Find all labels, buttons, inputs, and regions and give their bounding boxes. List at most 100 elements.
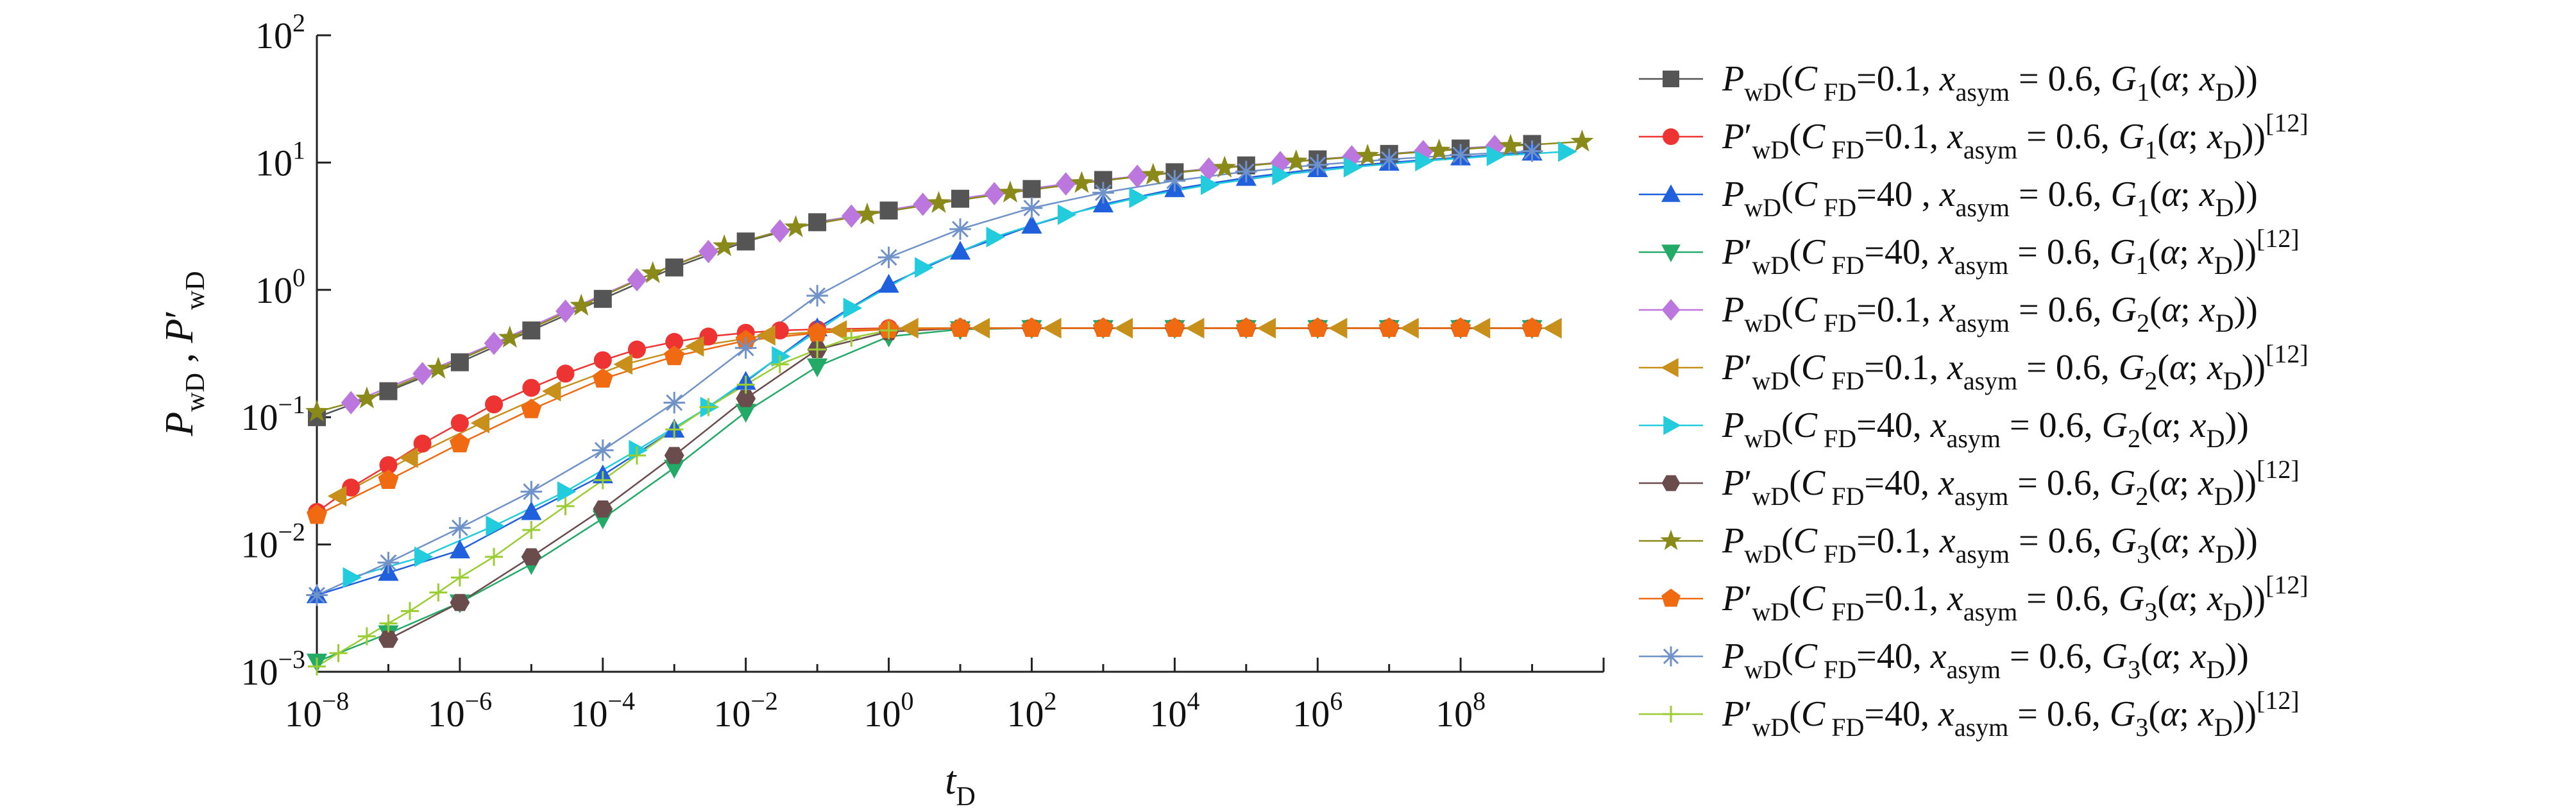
legend: PwD(C FD=0.1, xasym = 0.6, G1(α; xD))P′w… (1639, 59, 2309, 742)
x-tick-label: 102 (1006, 687, 1056, 735)
data-point (593, 289, 612, 308)
data-point (591, 439, 614, 461)
data-point (1471, 318, 1491, 339)
data-point (1484, 134, 1505, 158)
data-point (843, 298, 863, 319)
data-point (986, 226, 1005, 248)
legend-swatch-marker (1661, 358, 1679, 377)
data-point (379, 614, 398, 633)
y-tick-label: 10−1 (241, 390, 305, 438)
data-point (450, 353, 469, 371)
data-point (450, 593, 470, 611)
data-point (879, 321, 898, 340)
series-line-2 (316, 327, 1532, 513)
data-point (1307, 317, 1328, 337)
data-point (627, 340, 646, 359)
data-point (1378, 148, 1400, 171)
legend-label: PwD(C FD=0.1, xasym = 0.6, G1(α; xD)) (1722, 59, 2258, 107)
data-point (592, 368, 613, 388)
series-line-1 (316, 143, 1532, 418)
legend-swatch-marker (1661, 184, 1681, 202)
data-point (485, 547, 504, 566)
data-point (913, 192, 933, 216)
data-point (899, 318, 919, 339)
legend-label: P′wD(C FD=40, xasym = 0.6, G2(α; xD))[12… (1722, 455, 2300, 511)
data-point (984, 182, 1004, 206)
data-point (877, 246, 900, 268)
x-tick-label: 108 (1436, 687, 1486, 735)
data-point (412, 362, 433, 386)
data-point (450, 568, 469, 587)
legend-item-2: P′wD(C FD=0.1, xasym = 0.6, G1(α; xD))[1… (1639, 108, 2309, 164)
data-point (879, 201, 898, 220)
data-point (1042, 318, 1062, 339)
data-point (664, 447, 684, 465)
data-point (449, 539, 470, 559)
legend-swatch-marker (1661, 475, 1681, 491)
data-point (827, 320, 847, 341)
legend-label: P′wD(C FD=0.1, xasym = 0.6, G2(α; xD))[1… (1722, 339, 2309, 395)
data-point (522, 321, 541, 340)
data-point (772, 346, 791, 367)
data-point (1164, 317, 1185, 337)
data-point (1341, 145, 1362, 169)
data-point (329, 644, 348, 663)
legend-label: PwD(C FD=0.1, xasym = 0.6, G3(α; xD)) (1722, 521, 2258, 568)
data-point (486, 515, 505, 536)
legend-item-9: PwD(C FD=0.1, xasym = 0.6, G3(α; xD)) (1639, 521, 2258, 568)
data-point (305, 400, 328, 422)
data-point (842, 329, 861, 347)
x-axis-label: tD (945, 759, 976, 811)
data-point (735, 404, 756, 423)
data-point (593, 351, 612, 370)
legend-label: P′wD(C FD=0.1, xasym = 0.6, G1(α; xD))[1… (1722, 108, 2309, 164)
data-point (449, 432, 470, 452)
data-point (341, 391, 361, 414)
data-point (1257, 318, 1276, 339)
data-point (327, 486, 347, 507)
data-point (1213, 155, 1237, 178)
data-point (522, 520, 541, 539)
data-point (1570, 129, 1594, 152)
data-point (379, 456, 398, 474)
data-point (949, 218, 971, 240)
y-axis-label: PwD , P′wD (158, 271, 210, 436)
legend-swatch-marker (1663, 128, 1679, 145)
data-point (593, 500, 613, 518)
data-point (413, 434, 432, 453)
legend-swatch-marker (1663, 706, 1679, 722)
x-tick-label: 10−6 (428, 687, 493, 735)
data-point (736, 232, 755, 251)
legend-swatch-marker (1661, 299, 1681, 321)
data-point (427, 356, 450, 379)
data-point (808, 213, 827, 232)
data-point (342, 478, 360, 497)
data-point (770, 219, 790, 243)
data-point (1415, 150, 1434, 171)
legend-label: P′wD(C FD=0.1, xasym = 0.6, G3(α; xD))[1… (1722, 570, 2309, 626)
data-point (1328, 318, 1348, 339)
data-point (485, 395, 504, 414)
data-point (915, 257, 934, 278)
data-point (1235, 317, 1257, 337)
data-point (1185, 318, 1205, 339)
data-point (1427, 139, 1451, 161)
data-point (970, 318, 990, 339)
data-point (878, 273, 899, 293)
data-point (379, 382, 398, 400)
data-point (950, 317, 970, 337)
data-point (770, 355, 789, 373)
data-point (613, 354, 632, 375)
data-point (664, 345, 685, 366)
legend-label: P′wD(C FD=40, xasym = 0.6, G3(α; xD))[12… (1722, 686, 2300, 742)
data-point (951, 189, 969, 208)
data-point (450, 414, 469, 432)
data-point (308, 657, 326, 676)
data-point (1558, 141, 1577, 162)
data-point (520, 481, 543, 503)
data-point (770, 321, 789, 340)
data-point (1356, 144, 1380, 166)
legend-label: PwD(C FD=0.1, xasym = 0.6, G2(α; xD)) (1722, 290, 2258, 337)
data-point (841, 204, 861, 228)
